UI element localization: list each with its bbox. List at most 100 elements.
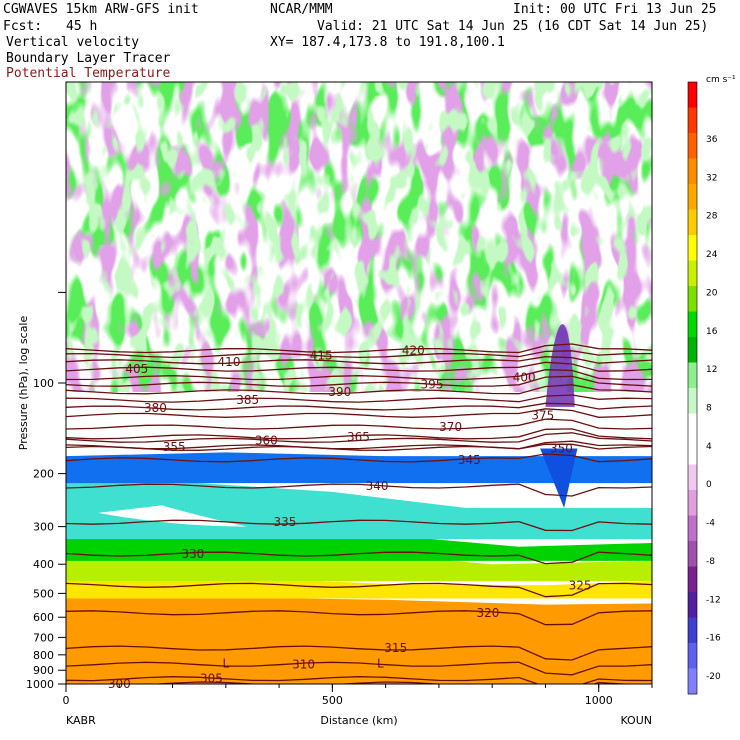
header-field-vertical-velocity: Vertical velocity bbox=[6, 35, 140, 50]
theta-label-360: 360 bbox=[255, 433, 278, 447]
colorbar-swatch bbox=[688, 643, 697, 669]
colorbar-label--20: -20 bbox=[706, 672, 721, 682]
y-tick-label-700: 700 bbox=[33, 631, 54, 644]
theta-contour-310 bbox=[66, 661, 652, 676]
x-axis-label: Distance (km) bbox=[320, 714, 397, 727]
theta-contour-385 bbox=[66, 394, 652, 403]
colorbar-swatch bbox=[688, 82, 697, 108]
tracer-band-blue bbox=[66, 452, 652, 484]
x-tick-label-500: 500 bbox=[322, 694, 343, 707]
theta-label-335: 335 bbox=[273, 515, 296, 529]
colorbar-frame bbox=[687, 81, 698, 695]
colorbar-swatch bbox=[688, 388, 697, 414]
colorbar-swatch bbox=[688, 107, 697, 134]
theta-contours bbox=[66, 343, 652, 684]
upper-w-light bbox=[66, 82, 652, 392]
theta-contour-320 bbox=[66, 610, 652, 626]
colorbar-swatch bbox=[688, 515, 697, 542]
theta-label-355: 355 bbox=[163, 440, 186, 454]
colorbar-swatch bbox=[688, 439, 697, 465]
theta-label-325: 325 bbox=[569, 578, 592, 592]
theta-contour-305 bbox=[66, 676, 652, 684]
colorbar-swatch bbox=[688, 311, 697, 338]
colorbar-swatch bbox=[688, 413, 697, 440]
colorbar-label-20: 20 bbox=[706, 288, 718, 298]
theta-label-310: 310 bbox=[292, 657, 315, 671]
theta-contour-350 bbox=[66, 443, 652, 451]
y-tick-label-200: 200 bbox=[33, 468, 54, 481]
low-label-0: L bbox=[222, 656, 229, 670]
header-fcst-label: Fcst: bbox=[3, 19, 43, 34]
colorbar-swatch bbox=[688, 566, 697, 593]
colorbar-label-4: 4 bbox=[706, 442, 712, 452]
theta-label-420: 420 bbox=[402, 344, 425, 358]
colorbar-swatch bbox=[688, 133, 697, 159]
colorbar-label-0: 0 bbox=[706, 480, 712, 490]
theta-contour-410 bbox=[66, 356, 652, 365]
theta-label-410: 410 bbox=[218, 355, 241, 369]
right-station: KOUN bbox=[620, 714, 652, 727]
theta-label-380: 380 bbox=[144, 401, 167, 415]
theta-label-365: 365 bbox=[347, 430, 370, 444]
colorbar-label-12: 12 bbox=[706, 365, 717, 375]
theta-label-315: 315 bbox=[384, 641, 407, 655]
colorbar-swatch bbox=[688, 541, 697, 567]
theta-label-370: 370 bbox=[439, 420, 462, 434]
theta-label-320: 320 bbox=[476, 606, 499, 620]
header-fcst-value: 45 h bbox=[66, 19, 98, 34]
tracer-pbl-orange bbox=[66, 608, 652, 684]
colorbar-label--8: -8 bbox=[706, 557, 715, 567]
header-org: NCAR/MMM bbox=[270, 2, 333, 17]
y-tick-label-600: 600 bbox=[33, 611, 54, 624]
theta-contour-345 bbox=[66, 453, 652, 463]
theta-contour-360 bbox=[66, 432, 652, 443]
y-axis-label: Pressure (hPa), log scale bbox=[17, 316, 30, 451]
x-tick-label-0: 0 bbox=[63, 694, 70, 707]
colorbar-swatch bbox=[688, 337, 697, 363]
tracer-plume-blue bbox=[540, 448, 578, 508]
colorbar-swatch bbox=[688, 592, 697, 618]
header-field-tracer: Boundary Layer Tracer bbox=[6, 51, 171, 66]
theta-label-415: 415 bbox=[310, 348, 333, 362]
theta-contour-325 bbox=[66, 582, 652, 598]
y-tick-label-500: 500 bbox=[33, 587, 54, 600]
theta-label-375: 375 bbox=[531, 408, 554, 422]
header-valid: Valid: 21 UTC Sat 14 Jun 25 (16 CDT Sat … bbox=[317, 19, 709, 34]
theta-contour-370 bbox=[66, 418, 652, 430]
colorbar-swatch bbox=[688, 617, 697, 644]
y-tick-label-100: 100 bbox=[33, 377, 54, 390]
x-tick-label-1000: 1000 bbox=[585, 694, 613, 707]
theta-label-395: 395 bbox=[421, 377, 444, 391]
theta-label-350: 350 bbox=[550, 441, 573, 455]
colorbar-units: cm s⁻¹ bbox=[706, 75, 736, 85]
theta-contour-395 bbox=[66, 375, 652, 387]
theta-contour-380 bbox=[66, 402, 652, 411]
colorbar-label-16: 16 bbox=[706, 327, 718, 337]
theta-label-330: 330 bbox=[181, 547, 204, 561]
plot-field bbox=[66, 82, 652, 684]
theta-contour-330 bbox=[66, 551, 652, 565]
colorbar-label--12: -12 bbox=[706, 595, 721, 605]
header-xy: XY= 187.4,173.8 to 191.8,100.1 bbox=[270, 35, 505, 50]
colorbar-label-32: 32 bbox=[706, 173, 717, 183]
theta-label-305: 305 bbox=[200, 672, 223, 686]
y-tick-label-800: 800 bbox=[33, 649, 54, 662]
colorbar-label-8: 8 bbox=[706, 404, 712, 414]
y-tick-label-900: 900 bbox=[33, 664, 54, 677]
theta-label-405: 405 bbox=[125, 362, 148, 376]
low-label-1: L bbox=[377, 656, 384, 670]
colorbar-swatch bbox=[688, 286, 697, 312]
theta-contour-400 bbox=[66, 369, 652, 381]
colorbar-swatch bbox=[688, 209, 697, 236]
theta-contour-335 bbox=[66, 519, 652, 532]
colorbar-label--4: -4 bbox=[706, 519, 715, 529]
theta-label-345: 345 bbox=[458, 453, 481, 467]
theta-contour-420 bbox=[66, 343, 652, 354]
y-tick-label-1000: 1000 bbox=[26, 678, 54, 691]
header-init: Init: 00 UTC Fri 13 Jun 25 bbox=[513, 2, 717, 17]
colorbar-swatch bbox=[688, 235, 697, 261]
colorbar-label--16: -16 bbox=[706, 634, 721, 644]
